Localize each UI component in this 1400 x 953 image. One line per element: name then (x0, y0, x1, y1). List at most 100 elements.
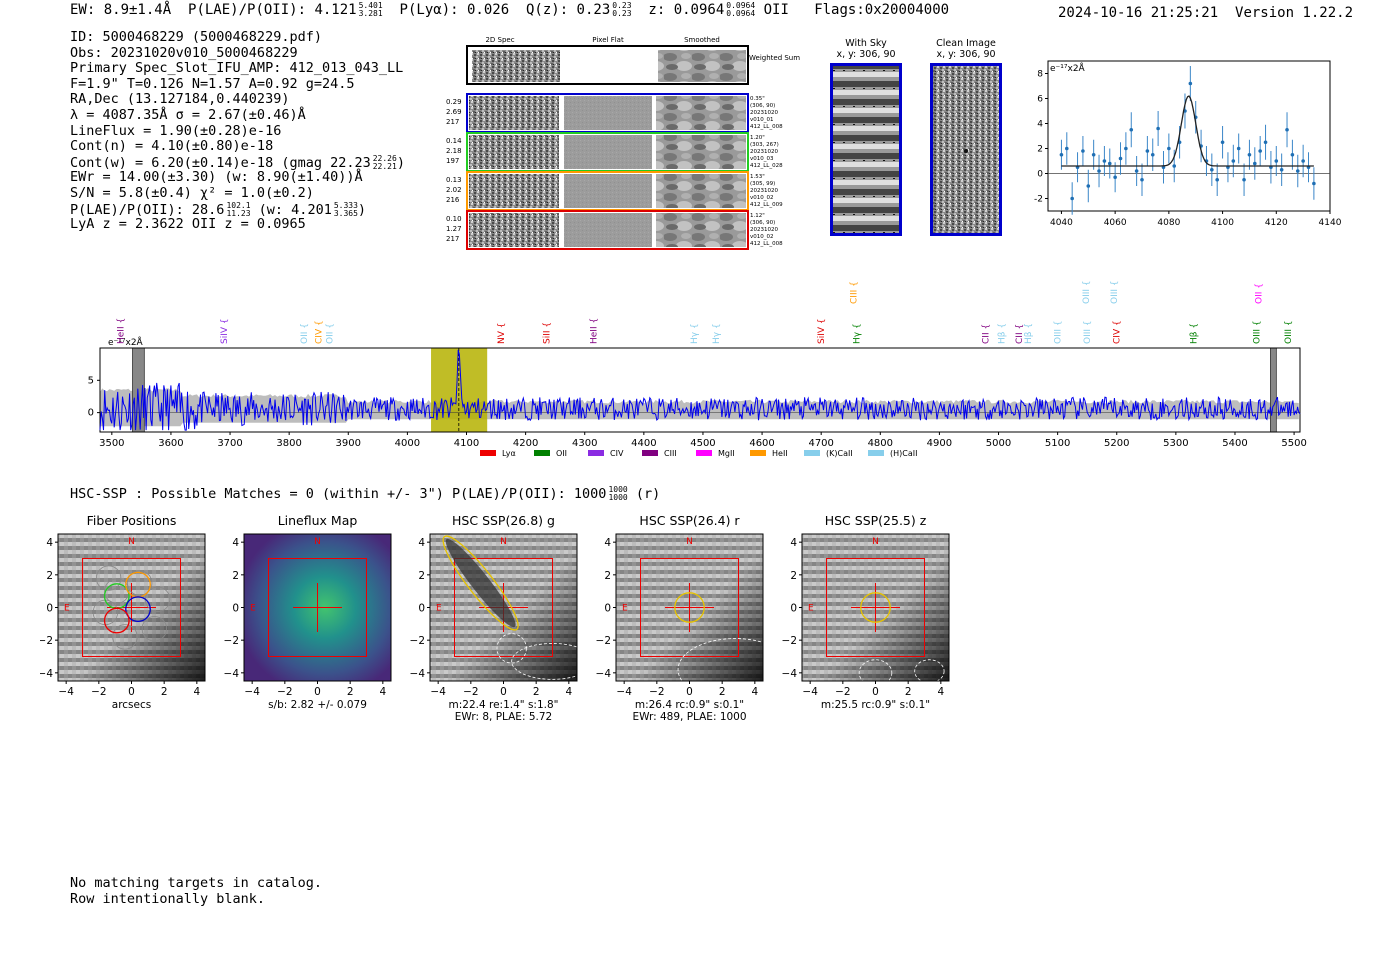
emission-line-label: Hγ { (690, 323, 700, 344)
cutout-right-label: 1.12" (750, 213, 765, 219)
x-tick-label: 0 (128, 686, 135, 698)
cutout-row: 0.101.272171.12"(306, 90)20231020v010_02… (446, 211, 783, 249)
x-tick-label: −4 (430, 686, 446, 698)
info-lineflux: LineFlux = 1.90(±0.28)e-16 (70, 124, 405, 140)
legend-label: (H)CaII (890, 449, 917, 458)
data-point (1258, 149, 1262, 153)
y-tick-label: 6 (1037, 95, 1043, 105)
qz-lo: 0.23 (612, 10, 631, 18)
y-tick-label: 2 (604, 570, 611, 582)
data-point (1167, 147, 1171, 151)
y-tick-label: 2 (418, 570, 425, 582)
plae-value: P(LAE)/P(OII): 4.121 (188, 2, 357, 18)
y-tick-label: 0 (232, 603, 239, 615)
panel-title: Lineflux Map (278, 513, 358, 528)
y-tick-label: 2 (790, 570, 797, 582)
cutout-right-label: 1.53" (750, 174, 765, 180)
x-tick-label: −2 (463, 686, 478, 698)
y-tick-label: −4 (596, 668, 612, 680)
x-tick-label: 0 (500, 686, 507, 698)
y-tick-label: −2 (410, 635, 425, 647)
legend-swatch (642, 450, 658, 456)
y-tick-label: 0 (46, 603, 53, 615)
x-tick-label: 4000 (395, 438, 420, 449)
info-plae: P(LAE)/P(OII): 28.6 102.1 11.23 (w: 4.201 5… (70, 202, 405, 218)
y-tick-label: 4 (418, 537, 425, 549)
legend-swatch (588, 450, 604, 456)
plae2-end: ) (358, 202, 366, 218)
data-point (1129, 128, 1133, 132)
hsc-text: HSC-SSP : Possible Matches = 0 (within +… (70, 486, 606, 502)
info-fit: F=1.9" T=0.126 N=1.57 A=0.92 g=24.5 (70, 77, 405, 93)
data-point (1070, 197, 1074, 201)
data-point (1215, 178, 1219, 182)
x-tick-label: 2 (719, 686, 726, 698)
emission-line-label: OII { (325, 323, 335, 344)
data-point (1124, 147, 1128, 151)
footer-line-2: Row intentionally blank. (70, 892, 322, 908)
cutout-right-label: 20231020 (750, 227, 778, 233)
east-label: E (436, 604, 442, 614)
data-point (1248, 153, 1252, 157)
clean-image-title: Clean Image x, y: 306, 90 (930, 38, 1002, 60)
data-point (1264, 140, 1268, 144)
info-ewr: EWr = 14.00(±3.30) (w: 8.90(±1.40))Å (70, 170, 405, 186)
x-tick-label: 4 (751, 686, 758, 698)
panel-subtitle: m:22.4 re:1.4" s:1.8" (449, 699, 559, 711)
legend-swatch (534, 450, 550, 456)
panel-subtitle: s/b: 2.82 +/- 0.079 (268, 699, 367, 711)
data-point (1103, 159, 1107, 163)
y-tick-label: −2 (224, 635, 239, 647)
with-sky-title: With Sky x, y: 306, 90 (830, 38, 902, 60)
data-point (1291, 153, 1295, 157)
emission-line-label: Hβ { (1190, 323, 1200, 344)
clean-xy: x, y: 306, 90 (930, 49, 1002, 60)
data-point (1097, 169, 1101, 173)
x-tick-label: 4900 (927, 438, 952, 449)
cutout-right-label: 1.20" (750, 135, 765, 141)
info-lya: LyA z = 2.3622 OII z = 0.0965 (70, 217, 405, 233)
x-tick-label: 4400 (631, 438, 656, 449)
data-point (1285, 128, 1289, 132)
emission-line-label: SiIV { (817, 318, 827, 344)
panel-subtitle: EWr: 8, PLAE: 5.72 (455, 711, 552, 723)
cutout-2dspec (469, 135, 559, 169)
zoom-unit-label: e⁻¹⁷x2Å (1050, 62, 1086, 74)
y-tick-label: 4 (604, 537, 611, 549)
data-point (1065, 147, 1069, 151)
y-tick-label: 5 (88, 375, 94, 386)
cutout-left-label: 0.29 (446, 98, 462, 106)
panel-title: HSC SSP(26.8) g (452, 513, 555, 528)
data-point (1189, 82, 1193, 86)
contw-lo: 22.21 (373, 163, 397, 171)
x-tick-label: 2 (533, 686, 540, 698)
panel-flux: Lineflux MapNE−4−4−2−2002244s/b: 2.82 +/… (224, 513, 391, 711)
x-tick-label: 4140 (1319, 218, 1342, 228)
plae-lo: 3.281 (359, 10, 383, 18)
date-value: 2024-10-16 21:25:21 (1058, 5, 1218, 21)
north-label: N (314, 537, 321, 547)
x-tick-label: 4060 (1104, 218, 1127, 228)
cutout-left-label: 217 (446, 118, 459, 126)
cutout-left-label: 0.10 (446, 215, 462, 223)
cutout-right-label: (305, 99) (750, 181, 775, 187)
info-lambda: λ = 4087.35Å σ = 2.67(±0.46)Å (70, 108, 405, 124)
emission-line-label: Hγ { (853, 323, 863, 344)
full-spectrum-chart: e⁻¹⁷x2Å053500 3600 3700 3800 3900 4000 4100 420… (60, 278, 1320, 463)
cutout-header-2dspec: 2D Spec (485, 36, 514, 44)
y-tick-label: −4 (224, 668, 240, 680)
cutout-smoothed (656, 135, 746, 169)
data-point (1296, 169, 1300, 173)
cutout-right-label: (306, 90) (750, 220, 775, 226)
cutout-right-label: 20231020 (750, 188, 778, 194)
data-point (1242, 178, 1246, 182)
x-tick-label: 2 (347, 686, 354, 698)
emission-line-label: CIV { (1113, 320, 1123, 344)
data-point (1113, 175, 1117, 179)
data-point (1151, 153, 1155, 157)
weighted-sum-smoothed (658, 50, 746, 82)
flags-value: Flags:0x20004000 (814, 2, 949, 18)
legend-swatch (804, 450, 820, 456)
data-point (1086, 184, 1090, 188)
qz-value: Q(z): 0.23 (526, 2, 610, 18)
